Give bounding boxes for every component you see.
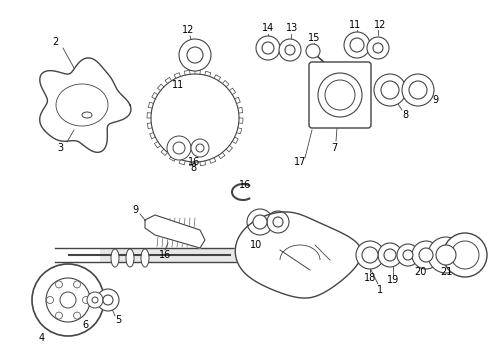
Circle shape xyxy=(82,297,90,303)
Circle shape xyxy=(402,74,434,106)
Text: 12: 12 xyxy=(182,25,194,35)
Circle shape xyxy=(409,81,427,99)
Text: 20: 20 xyxy=(414,267,426,277)
Circle shape xyxy=(196,144,204,152)
Text: 11: 11 xyxy=(349,20,361,30)
Circle shape xyxy=(87,292,103,308)
Circle shape xyxy=(247,209,273,235)
Circle shape xyxy=(356,241,384,269)
Circle shape xyxy=(412,241,440,269)
Circle shape xyxy=(151,74,239,162)
Text: 12: 12 xyxy=(374,20,386,30)
Text: 8: 8 xyxy=(190,163,196,173)
Circle shape xyxy=(419,248,433,262)
Polygon shape xyxy=(235,212,362,298)
Circle shape xyxy=(103,295,113,305)
Circle shape xyxy=(344,32,370,58)
Text: 10: 10 xyxy=(250,240,262,250)
Circle shape xyxy=(97,289,119,311)
Circle shape xyxy=(32,264,104,336)
Polygon shape xyxy=(145,215,205,248)
Circle shape xyxy=(256,36,280,60)
Text: 1: 1 xyxy=(377,285,383,295)
Circle shape xyxy=(47,297,53,303)
Circle shape xyxy=(350,38,364,52)
Circle shape xyxy=(92,297,98,303)
Circle shape xyxy=(273,217,283,227)
Circle shape xyxy=(403,250,413,260)
Polygon shape xyxy=(40,58,131,152)
Circle shape xyxy=(267,211,289,233)
Text: 15: 15 xyxy=(308,33,320,43)
Text: 11: 11 xyxy=(172,80,184,90)
Text: 21: 21 xyxy=(440,267,452,277)
Text: 8: 8 xyxy=(402,110,408,120)
Circle shape xyxy=(378,243,402,267)
Circle shape xyxy=(55,312,63,319)
Text: 16: 16 xyxy=(188,157,200,167)
Circle shape xyxy=(167,136,191,160)
Circle shape xyxy=(397,244,419,266)
FancyBboxPatch shape xyxy=(309,62,371,128)
Circle shape xyxy=(191,139,209,157)
Circle shape xyxy=(318,73,362,117)
Text: 5: 5 xyxy=(115,315,121,325)
Ellipse shape xyxy=(56,84,108,126)
Circle shape xyxy=(262,42,274,54)
Text: 7: 7 xyxy=(331,143,337,153)
Circle shape xyxy=(173,142,185,154)
Circle shape xyxy=(362,247,378,263)
Circle shape xyxy=(384,249,396,261)
Ellipse shape xyxy=(82,112,92,118)
Ellipse shape xyxy=(141,249,149,267)
Circle shape xyxy=(279,39,301,61)
Circle shape xyxy=(74,312,80,319)
Circle shape xyxy=(373,43,383,53)
Text: 18: 18 xyxy=(364,273,376,283)
Text: 17: 17 xyxy=(294,157,306,167)
Circle shape xyxy=(179,39,211,71)
Text: 16: 16 xyxy=(159,250,171,260)
Circle shape xyxy=(451,241,479,269)
Circle shape xyxy=(253,215,267,229)
Text: 14: 14 xyxy=(262,23,274,33)
Text: 6: 6 xyxy=(82,320,88,330)
Text: 2: 2 xyxy=(52,37,58,47)
FancyBboxPatch shape xyxy=(100,248,380,262)
Circle shape xyxy=(55,281,63,288)
Circle shape xyxy=(381,81,399,99)
Text: 16: 16 xyxy=(239,180,251,190)
Circle shape xyxy=(443,233,487,277)
Text: 13: 13 xyxy=(286,23,298,33)
Text: 4: 4 xyxy=(39,333,45,343)
Circle shape xyxy=(367,37,389,59)
Circle shape xyxy=(306,44,320,58)
Text: 9: 9 xyxy=(432,95,438,105)
Circle shape xyxy=(285,45,295,55)
Circle shape xyxy=(428,237,464,273)
Text: 3: 3 xyxy=(57,143,63,153)
Circle shape xyxy=(374,74,406,106)
Circle shape xyxy=(46,278,90,322)
Circle shape xyxy=(167,90,223,146)
Circle shape xyxy=(436,245,456,265)
Ellipse shape xyxy=(126,249,134,267)
Circle shape xyxy=(187,47,203,63)
Text: 19: 19 xyxy=(387,275,399,285)
Circle shape xyxy=(74,281,80,288)
Circle shape xyxy=(60,292,76,308)
Ellipse shape xyxy=(111,249,119,267)
Circle shape xyxy=(325,80,355,110)
Text: 9: 9 xyxy=(132,205,138,215)
